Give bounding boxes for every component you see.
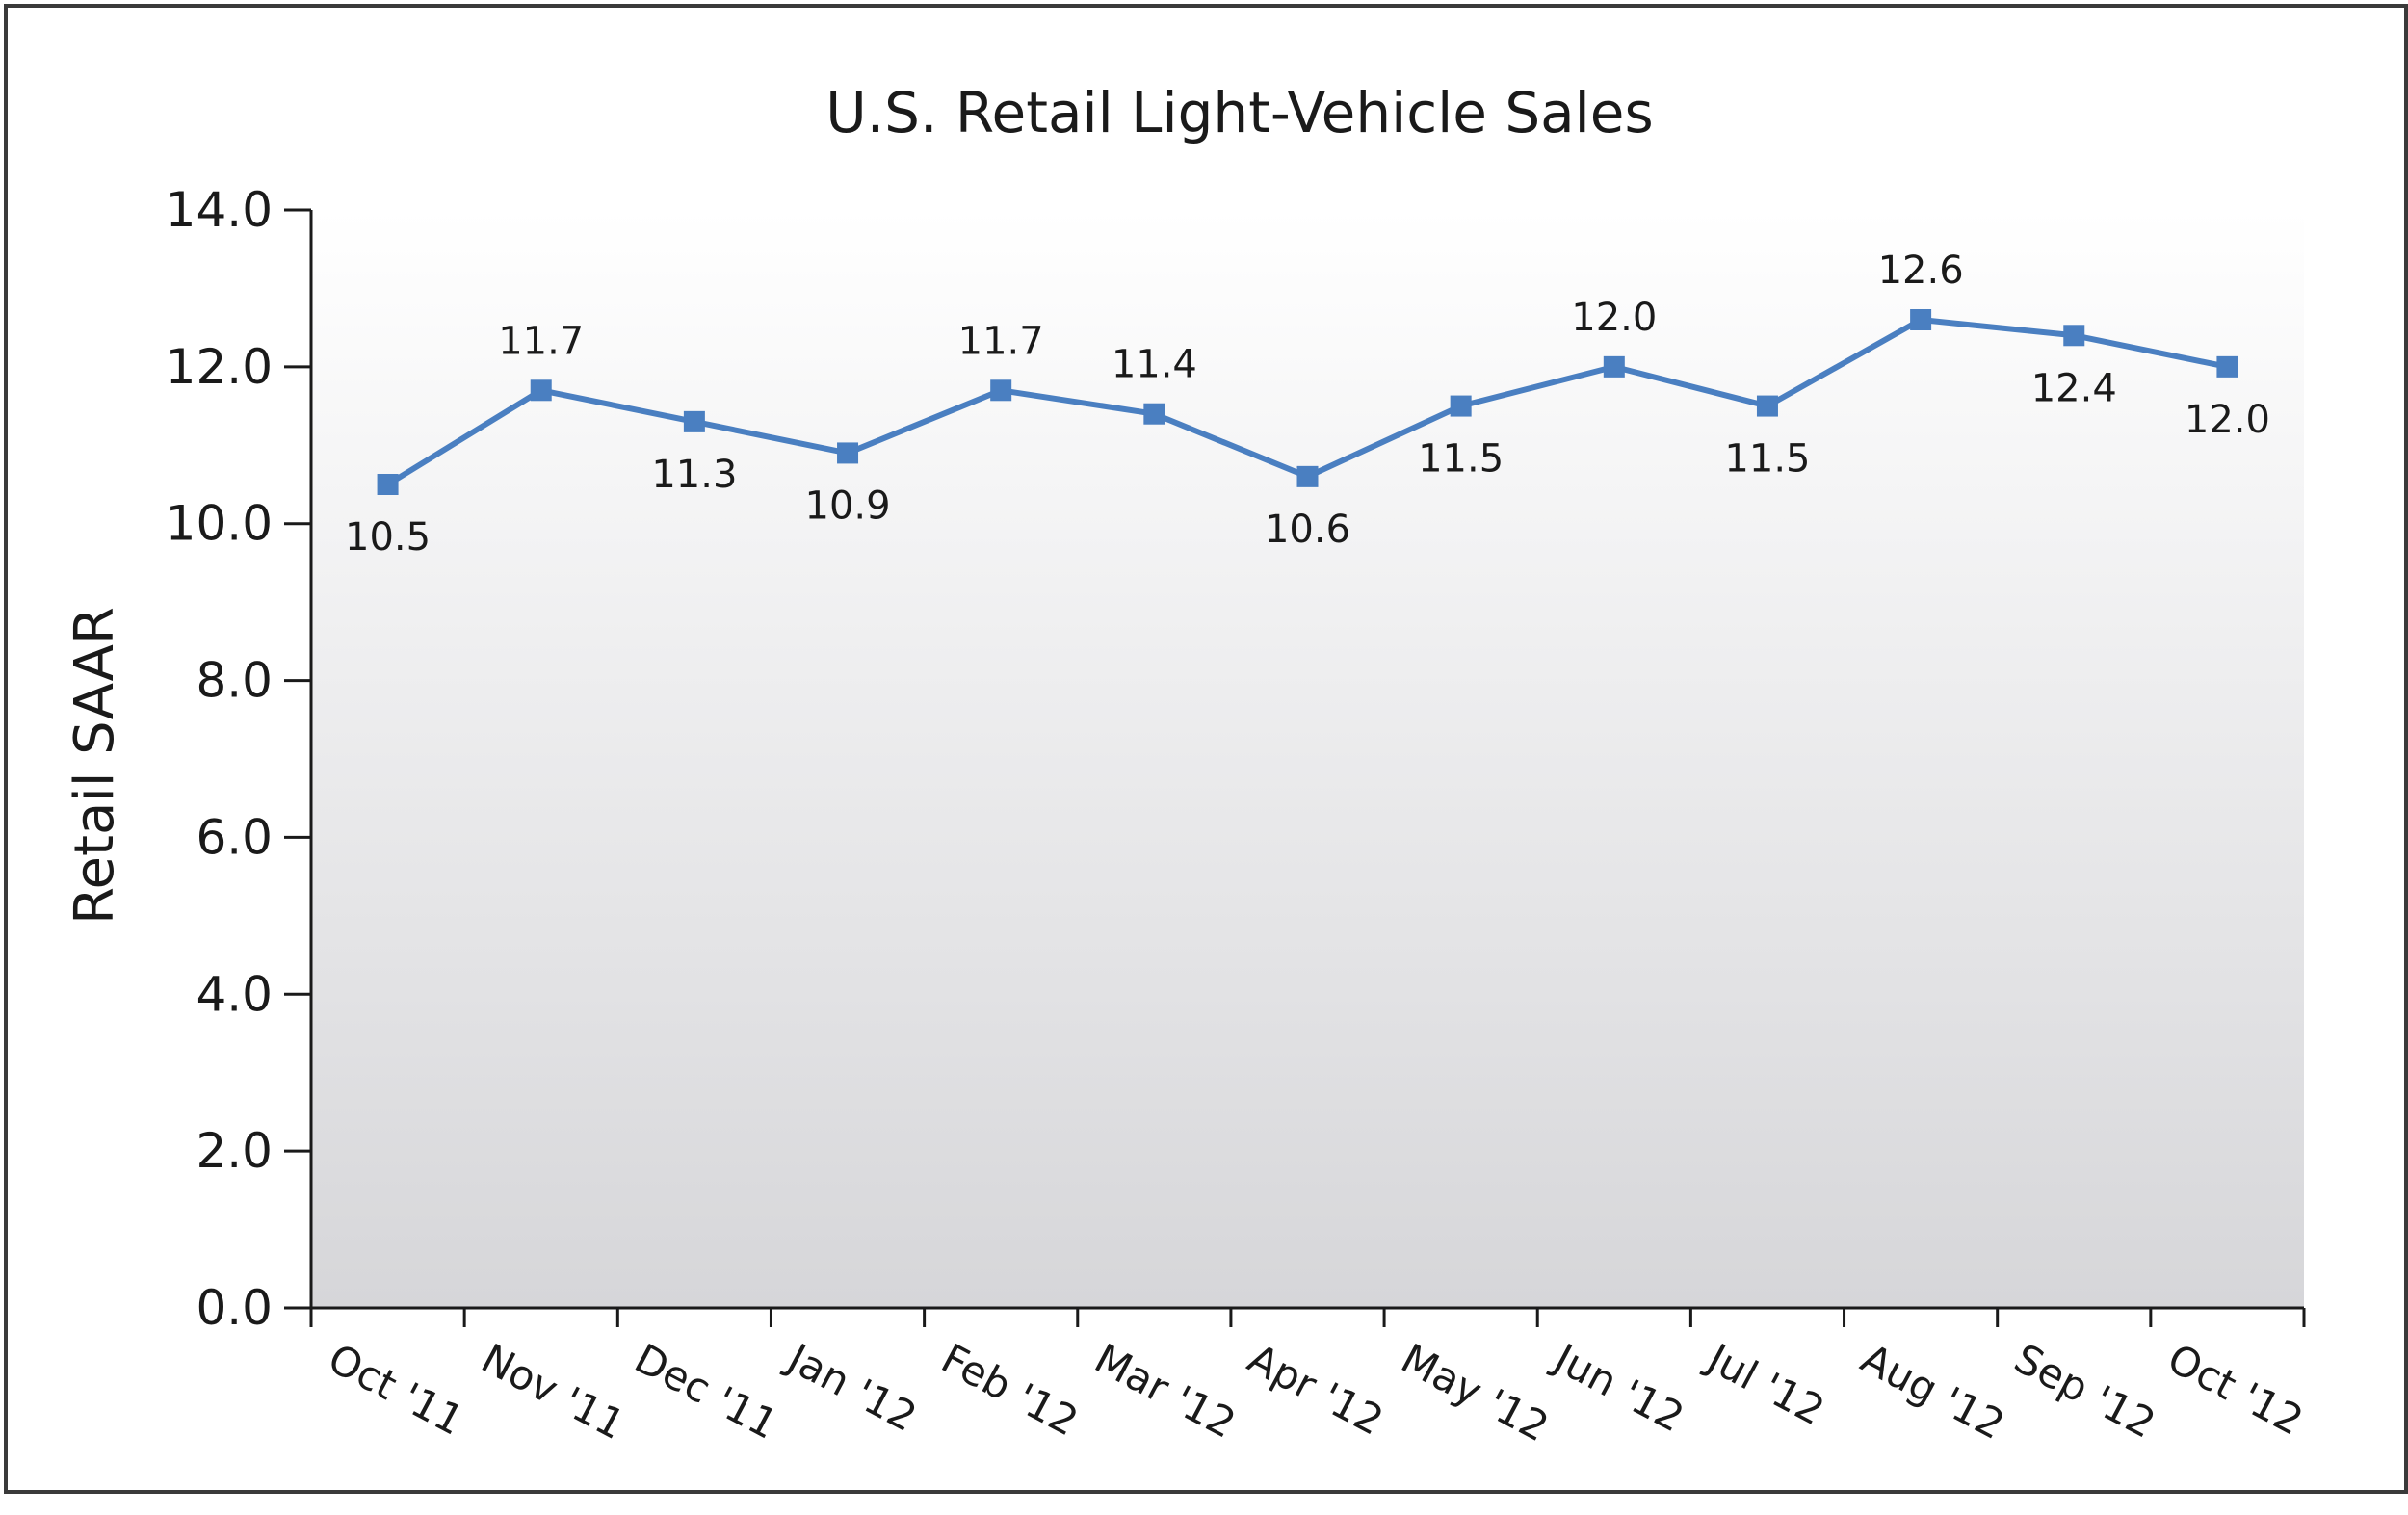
x-tick-label: May '12 [1394, 1335, 1557, 1451]
data-label: 10.9 [805, 483, 891, 528]
data-point-marker [1143, 403, 1165, 425]
data-label: 11.3 [651, 453, 737, 497]
data-label: 10.5 [345, 515, 431, 560]
y-axis-label: Retail SAAR [64, 607, 126, 925]
x-tick-label: Dec '11 [627, 1335, 785, 1449]
x-tick-label: Mar '12 [1087, 1335, 1243, 1448]
x-tick-label: Feb '12 [933, 1335, 1086, 1446]
x-tick-label: Jan '12 [778, 1333, 925, 1441]
data-label: 12.4 [2031, 366, 2117, 410]
y-tick-label: 6.0 [196, 809, 273, 865]
y-tick-label: 4.0 [196, 966, 273, 1022]
y-tick-label: 0.0 [196, 1280, 273, 1336]
data-point-marker [377, 474, 399, 495]
data-label: 11.7 [958, 319, 1044, 363]
data-point-marker [2216, 355, 2238, 378]
data-label: 11.7 [498, 319, 584, 363]
data-label: 12.6 [1878, 248, 1964, 293]
y-tick-label: 12.0 [166, 339, 273, 395]
x-tick-label: Sep '12 [2007, 1335, 2163, 1448]
x-tick-label: Oct '11 [321, 1335, 471, 1445]
data-point-marker [837, 442, 859, 464]
x-tick-label: Apr '12 [1241, 1335, 1391, 1445]
data-point-marker [530, 379, 552, 402]
x-tick-label: Oct '12 [2160, 1335, 2311, 1445]
data-label: 11.4 [1112, 343, 1197, 387]
x-tick-label: Nov '11 [474, 1335, 633, 1450]
x-tick-label: Aug '12 [1853, 1335, 2012, 1450]
y-tick-label: 10.0 [166, 496, 273, 552]
data-point-marker [1296, 465, 1319, 487]
chart-title: U.S. Retail Light-Vehicle Sales [825, 80, 1653, 145]
data-point-marker [1910, 309, 1932, 330]
data-point-marker [1756, 395, 1778, 417]
x-tick-label: Jul '12 [1698, 1333, 1833, 1434]
y-tick-label: 8.0 [196, 653, 273, 709]
data-point-marker [683, 410, 705, 432]
plot-area [311, 210, 2304, 1308]
data-label: 11.5 [1724, 437, 1810, 482]
data-point-marker [990, 379, 1012, 402]
data-label: 12.0 [2185, 398, 2270, 442]
x-tick-label: Jun '12 [1544, 1333, 1691, 1441]
y-tick-label: 14.0 [166, 182, 273, 238]
data-point-marker [1603, 355, 1625, 378]
data-label: 12.0 [1571, 296, 1657, 340]
data-label: 11.5 [1418, 437, 1504, 482]
data-point-marker [1450, 395, 1472, 417]
data-point-marker [2063, 325, 2085, 347]
y-tick-label: 2.0 [196, 1123, 273, 1179]
data-label: 10.6 [1265, 508, 1350, 552]
